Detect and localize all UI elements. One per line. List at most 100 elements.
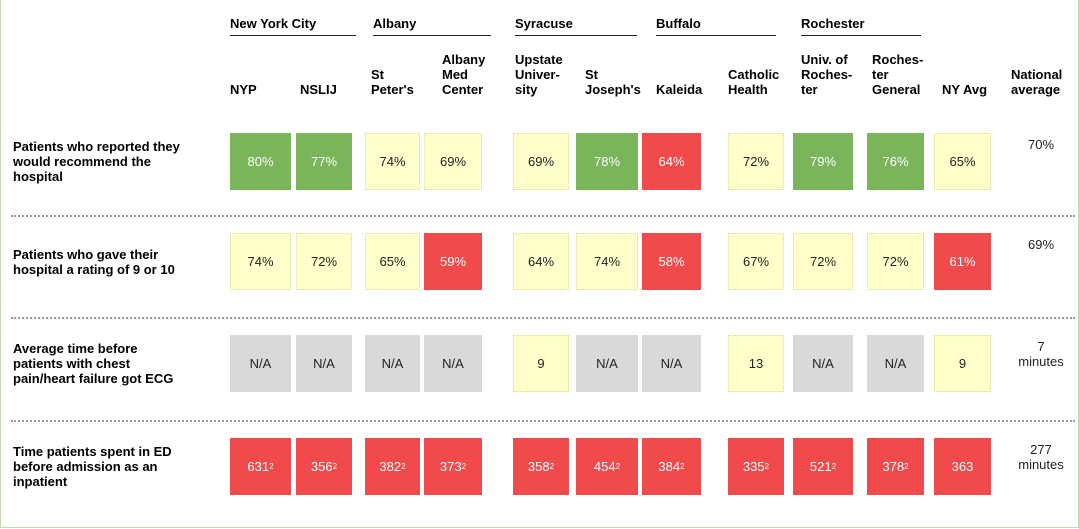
footnote-mark: 2 xyxy=(680,462,685,471)
cell-value: N/A xyxy=(313,356,335,371)
row-separator xyxy=(11,420,1075,422)
cell: 631 2 xyxy=(230,438,291,495)
cell: N/A xyxy=(230,335,291,392)
cell-value: 335 xyxy=(742,459,765,474)
cell-value: N/A xyxy=(660,356,683,371)
cell-value: 74% xyxy=(247,254,274,269)
column-header: NYP xyxy=(230,82,257,97)
footnote-mark: 2 xyxy=(615,462,621,471)
cell: 78% xyxy=(576,133,638,190)
cell-value: 69% xyxy=(439,154,467,169)
cell: 9 xyxy=(513,335,569,392)
cell-value: 74% xyxy=(593,254,621,269)
cell: N/A xyxy=(296,335,352,392)
column-header: Catholic Health xyxy=(728,67,780,97)
column-header: NY Avg xyxy=(942,82,988,97)
cell: 74% xyxy=(576,233,638,290)
cell-value: 521 xyxy=(809,459,832,474)
cell-value: 70% xyxy=(1027,137,1055,152)
cell: 356 2 xyxy=(296,438,352,495)
cell: 65% xyxy=(934,133,991,190)
cell-value: 72% xyxy=(809,254,837,269)
column-header: Upstate Univer- sity xyxy=(515,52,563,97)
cell-value: N/A xyxy=(442,356,464,371)
cell-value: 69% xyxy=(527,154,555,169)
cell-value: 72% xyxy=(742,154,770,169)
cell-value: 13 xyxy=(748,356,764,371)
cell-value: 59% xyxy=(439,254,467,269)
row-label: Patients who reported they would recomme… xyxy=(13,139,180,184)
column-header: Univ. of Roches- ter xyxy=(801,52,853,97)
footnote-mark: 2 xyxy=(332,462,338,471)
cell-value: 64% xyxy=(658,154,685,169)
cell: 382 2 xyxy=(365,438,420,495)
footnote-mark: 2 xyxy=(764,462,770,471)
row-separator xyxy=(11,317,1075,319)
group-header: Buffalo xyxy=(656,16,776,36)
cell: N/A xyxy=(867,335,924,392)
cell: 72% xyxy=(793,233,853,290)
cell: 67% xyxy=(728,233,784,290)
footnote-mark: 2 xyxy=(549,462,555,471)
cell: 74% xyxy=(230,233,291,290)
cell: 363 xyxy=(934,438,991,495)
cell-value: 79% xyxy=(809,154,837,169)
footnote-mark: 2 xyxy=(831,462,837,471)
cell: 61% xyxy=(934,233,991,290)
cell: 59% xyxy=(424,233,482,290)
cell: 13 xyxy=(728,335,784,392)
cell-value: N/A xyxy=(596,356,618,371)
cell-value: 384 xyxy=(658,459,681,474)
cell: 358 2 xyxy=(513,438,569,495)
column-header: St Joseph's xyxy=(585,67,641,97)
cell-value: 356 xyxy=(310,459,333,474)
row-label: Patients who gave their hospital a ratin… xyxy=(13,246,175,277)
cell: 69% xyxy=(424,133,482,190)
cell: 72% xyxy=(867,233,924,290)
cell-value: 382 xyxy=(379,459,402,474)
cell-value: 65% xyxy=(379,254,406,269)
cell: 64% xyxy=(513,233,569,290)
cell: 70% xyxy=(1006,133,1076,190)
cell: 77% xyxy=(296,133,352,190)
cell-value: 631 xyxy=(247,459,270,474)
cell: 384 2 xyxy=(642,438,701,495)
cell-value: 277 minutes xyxy=(1018,442,1064,472)
column-header: Albany Med Center xyxy=(442,52,486,97)
footnote-mark: 2 xyxy=(904,462,909,471)
cell-value: N/A xyxy=(884,356,907,371)
cell: N/A xyxy=(365,335,420,392)
cell: 277 minutes xyxy=(1006,438,1076,495)
cell-value: 80% xyxy=(247,154,274,169)
column-header: Kaleida xyxy=(656,82,703,97)
footnote-mark: 2 xyxy=(461,462,467,471)
cell: 69% xyxy=(513,133,569,190)
cell-value: 77% xyxy=(310,154,338,169)
cell-value: 7 minutes xyxy=(1018,339,1064,369)
cell-value: N/A xyxy=(249,356,272,371)
row-label: Time patients spent in ED before admissi… xyxy=(13,444,172,489)
cell: 521 2 xyxy=(793,438,853,495)
cell-value: 61% xyxy=(949,254,976,269)
cell-value: N/A xyxy=(381,356,404,371)
group-header: Albany xyxy=(373,16,491,36)
footnote-mark: 2 xyxy=(269,462,274,471)
cell-value: N/A xyxy=(812,356,834,371)
cell: 9 xyxy=(934,335,991,392)
cell-value: 74% xyxy=(379,154,406,169)
cell-value: 78% xyxy=(593,154,621,169)
row-label: Average time before patients with chest … xyxy=(13,341,174,386)
cell: N/A xyxy=(793,335,853,392)
cell: 7 minutes xyxy=(1006,335,1076,392)
row-separator xyxy=(11,215,1075,217)
cell: 454 2 xyxy=(576,438,638,495)
column-header: National average xyxy=(1011,67,1063,97)
cell: 74% xyxy=(365,133,420,190)
cell: 335 2 xyxy=(728,438,784,495)
cell: 80% xyxy=(230,133,291,190)
cell-value: 65% xyxy=(949,154,976,169)
cell: 373 2 xyxy=(424,438,482,495)
cell-value: 58% xyxy=(658,254,685,269)
cell-value: 67% xyxy=(742,254,770,269)
cell: 58% xyxy=(642,233,701,290)
